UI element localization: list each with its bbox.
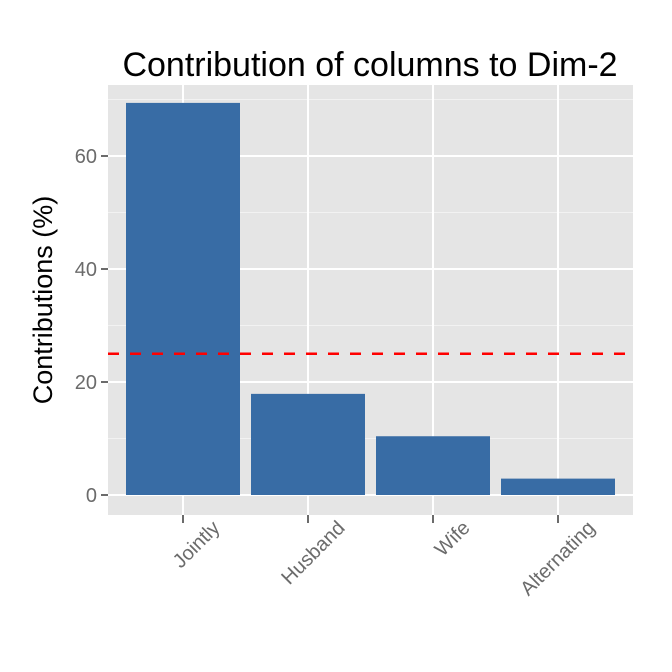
y-tick-label: 0 [86, 485, 97, 507]
bar-alternating [501, 478, 615, 495]
bar-wife [376, 436, 490, 495]
bar-husband [251, 393, 365, 495]
chart-title: Contribution of columns to Dim-2 [122, 46, 617, 84]
y-axis-label: Contributions (%) [28, 196, 58, 405]
y-tick-label: 20 [75, 372, 97, 394]
y-tick-label: 60 [75, 146, 97, 168]
bar-jointly [126, 102, 240, 495]
y-tick-label: 40 [75, 259, 97, 281]
